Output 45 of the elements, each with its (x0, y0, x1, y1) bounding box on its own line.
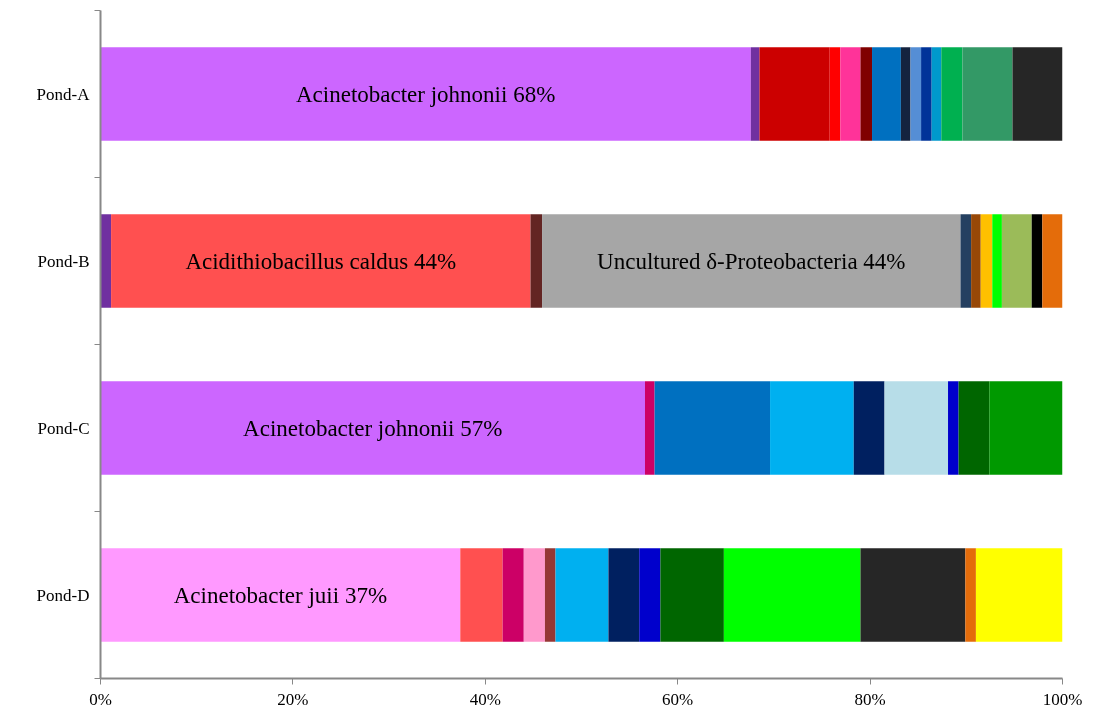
data-label: Uncultured δ-Proteobacteria 44% (597, 248, 906, 274)
bar (840, 47, 861, 141)
x-tick-label: 0% (89, 689, 112, 709)
x-tick-label: 40% (469, 689, 501, 709)
data-label: Acinetobacter juii 37% (173, 582, 388, 608)
bar (750, 47, 760, 141)
bar (960, 214, 972, 308)
bar (544, 548, 556, 642)
bar (910, 47, 922, 141)
y-tick-label: Pond-B (37, 251, 90, 271)
bar (460, 548, 503, 642)
bar (829, 47, 841, 141)
y-tick-label: Pond-D (36, 585, 90, 605)
x-tick-label: 80% (854, 689, 886, 709)
bar (1012, 47, 1063, 141)
bar (100, 381, 645, 475)
bar (989, 381, 1063, 475)
bar (975, 548, 1063, 642)
bar (111, 214, 531, 308)
bar (860, 47, 873, 141)
bar (971, 214, 981, 308)
bar (100, 47, 751, 141)
data-label: Acinetobacter johnonii 57% (243, 415, 503, 441)
bar (900, 47, 911, 141)
bar (523, 548, 545, 642)
x-tick-label: 60% (662, 689, 694, 709)
y-tick-label: Pond-C (37, 418, 90, 438)
bar (530, 214, 543, 308)
y-tick-label: Pond-A (36, 84, 91, 104)
data-label: Acinetobacter johnonii 68% (296, 81, 556, 107)
bar (921, 47, 932, 141)
bar (884, 381, 949, 475)
x-tick-label: 100% (1042, 689, 1083, 709)
bar (931, 47, 942, 141)
x-tick-label: 20% (277, 689, 309, 709)
bar (502, 548, 524, 642)
bar (962, 47, 1013, 141)
bar (980, 214, 993, 308)
bar (1001, 214, 1032, 308)
bar (100, 548, 461, 642)
bar (941, 47, 963, 141)
bar (1031, 214, 1043, 308)
data-label: Acidithiobacillus caldus 44% (185, 248, 457, 274)
bar (542, 214, 961, 308)
bar (759, 47, 830, 141)
